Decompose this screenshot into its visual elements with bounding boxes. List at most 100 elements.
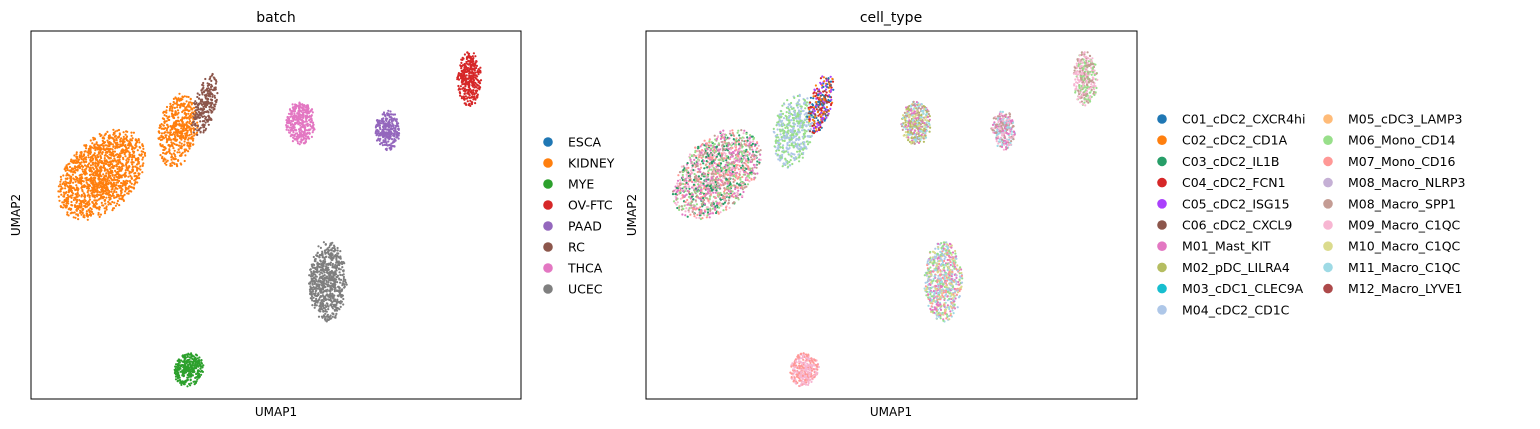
data-point (82, 215, 85, 218)
data-point (185, 379, 188, 382)
data-point (74, 188, 77, 192)
data-point (297, 114, 300, 117)
data-point (318, 310, 321, 313)
data-point (109, 177, 112, 180)
data-point (336, 249, 339, 252)
data-point (384, 148, 387, 151)
data-point (322, 290, 325, 293)
data-point (461, 83, 464, 86)
data-point (191, 121, 195, 124)
data-point (138, 141, 141, 144)
data-point (93, 199, 96, 202)
data-point (89, 212, 92, 216)
data-point (390, 146, 393, 149)
data-point (100, 201, 103, 204)
data-point (208, 83, 211, 86)
data-point (84, 199, 87, 202)
data-point (214, 88, 217, 91)
data-point (160, 132, 164, 135)
data-point (339, 250, 342, 253)
data-point (173, 149, 176, 152)
data-point (464, 76, 467, 79)
data-point (71, 194, 74, 197)
data-point (168, 138, 171, 141)
data-point (476, 96, 479, 99)
data-point (467, 81, 470, 84)
data-point (474, 85, 477, 88)
data-point (98, 181, 101, 184)
data-point (91, 173, 94, 176)
data-point (472, 95, 475, 99)
data-point (189, 356, 192, 359)
data-point (194, 363, 197, 366)
data-point (186, 354, 189, 357)
data-point (703, 139, 706, 142)
data-point (693, 215, 696, 218)
data-point (126, 180, 129, 183)
data-point (385, 131, 388, 134)
data-point (120, 140, 123, 143)
data-point (724, 206, 728, 209)
data-point (127, 146, 130, 149)
data-point (117, 172, 120, 175)
data-point (112, 145, 115, 148)
data-point (130, 182, 133, 185)
data-point (192, 127, 195, 130)
data-point (382, 128, 385, 131)
data-point (387, 109, 390, 112)
data-point (476, 78, 479, 81)
data-point (313, 266, 316, 269)
data-point (81, 188, 84, 191)
data-point (81, 208, 84, 211)
data-point (165, 115, 168, 118)
data-point (395, 130, 398, 133)
data-point (756, 160, 759, 163)
data-point (128, 140, 131, 143)
data-point (88, 169, 91, 172)
data-point (131, 137, 134, 140)
data-point (210, 106, 213, 109)
data-point (310, 114, 313, 117)
legend-marker (543, 200, 553, 210)
data-point (86, 218, 89, 221)
data-point (173, 157, 176, 161)
data-point (73, 154, 76, 157)
data-point (195, 354, 199, 357)
data-point (752, 140, 755, 143)
data-point (202, 81, 205, 85)
data-point (747, 144, 750, 147)
data-point (199, 367, 202, 370)
data-point (104, 178, 107, 181)
data-point (144, 154, 147, 157)
data-point (173, 162, 176, 165)
data-point (305, 138, 308, 141)
data-point (757, 144, 760, 147)
data-point (718, 202, 721, 205)
data-point (177, 148, 180, 151)
data-point (466, 67, 469, 70)
data-point (62, 195, 66, 198)
data-point (331, 307, 334, 310)
data-point (75, 166, 78, 169)
data-point (189, 384, 192, 387)
data-point (304, 111, 307, 114)
data-point (210, 99, 213, 102)
data-point (376, 132, 379, 136)
data-point (74, 159, 77, 162)
data-point (64, 169, 67, 172)
data-point (92, 136, 95, 139)
data-point (125, 150, 128, 153)
data-point (176, 379, 180, 382)
data-point (190, 137, 194, 140)
data-point (68, 190, 71, 193)
data-point (99, 213, 102, 216)
data-point (201, 93, 204, 96)
data-point (475, 64, 478, 67)
data-point (318, 307, 321, 311)
data-point (378, 126, 381, 129)
data-point (126, 130, 129, 133)
data-point (188, 133, 191, 137)
data-point (374, 130, 377, 133)
data-point (295, 116, 298, 119)
cluster-points (57, 128, 147, 221)
